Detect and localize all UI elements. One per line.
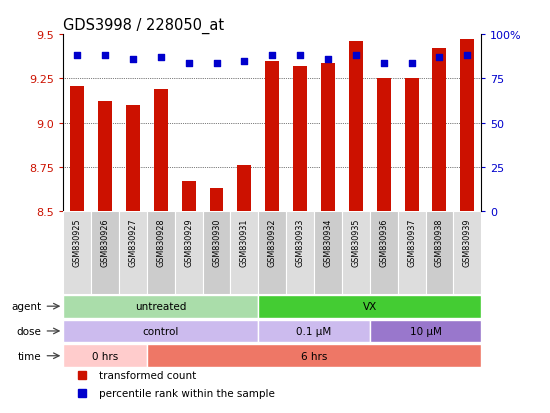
Point [212, 60, 221, 66]
Bar [377, 79, 390, 212]
Text: 6 hrs: 6 hrs [301, 351, 327, 361]
Text: dose: dose [16, 326, 41, 336]
Text: GSM830927: GSM830927 [128, 218, 138, 267]
Bar [63, 212, 91, 294]
Text: GSM830929: GSM830929 [184, 218, 193, 267]
Text: transformed count: transformed count [99, 370, 196, 380]
Bar [370, 212, 398, 294]
Bar [202, 212, 230, 294]
Text: GSM830939: GSM830939 [463, 218, 472, 267]
Text: GSM830936: GSM830936 [379, 218, 388, 266]
Bar [453, 212, 481, 294]
Bar [460, 40, 474, 212]
Bar [238, 166, 251, 212]
Bar [98, 102, 112, 212]
Text: GSM830932: GSM830932 [268, 218, 277, 267]
Point [101, 53, 109, 59]
Text: GDS3998 / 228050_at: GDS3998 / 228050_at [63, 18, 224, 34]
Bar [182, 182, 196, 212]
Text: time: time [18, 351, 41, 361]
Point [435, 55, 444, 62]
Text: untreated: untreated [135, 301, 186, 311]
Point [240, 58, 249, 65]
Text: GSM830926: GSM830926 [101, 218, 109, 267]
Bar [405, 79, 419, 212]
Text: GSM830933: GSM830933 [295, 218, 305, 266]
Text: 10 μM: 10 μM [410, 326, 442, 336]
Bar [293, 67, 307, 212]
Text: agent: agent [12, 301, 41, 311]
Text: GSM830930: GSM830930 [212, 218, 221, 266]
Bar [432, 49, 447, 212]
Text: GSM830935: GSM830935 [351, 218, 360, 267]
Text: VX: VX [362, 301, 377, 311]
Point [463, 53, 472, 59]
Bar [230, 212, 258, 294]
Text: GSM830937: GSM830937 [407, 218, 416, 267]
Bar [154, 90, 168, 212]
Bar [91, 212, 119, 294]
Text: 0.1 μM: 0.1 μM [296, 326, 332, 336]
Bar [70, 86, 84, 212]
Bar [398, 212, 426, 294]
Bar [119, 212, 147, 294]
Point [73, 53, 81, 59]
Point [379, 60, 388, 66]
Bar [286, 212, 314, 294]
Point [184, 60, 193, 66]
Bar [342, 212, 370, 294]
Bar [265, 62, 279, 212]
Bar [147, 212, 175, 294]
Text: GSM830934: GSM830934 [323, 218, 333, 266]
Bar [63, 295, 258, 318]
Bar [258, 212, 286, 294]
Text: GSM830925: GSM830925 [73, 218, 82, 267]
Bar [258, 320, 370, 342]
Point [156, 55, 165, 62]
Text: GSM830928: GSM830928 [156, 218, 166, 267]
Bar [63, 344, 147, 367]
Point [129, 57, 138, 63]
Point [323, 57, 332, 63]
Bar [175, 212, 202, 294]
Text: GSM830931: GSM830931 [240, 218, 249, 266]
Point [407, 60, 416, 66]
Text: control: control [142, 326, 179, 336]
Bar [349, 42, 363, 212]
Bar [426, 212, 453, 294]
Point [268, 53, 277, 59]
Bar [63, 320, 258, 342]
Text: percentile rank within the sample: percentile rank within the sample [99, 389, 274, 399]
Bar [370, 320, 481, 342]
Bar [147, 344, 481, 367]
Bar [314, 212, 342, 294]
Bar [126, 106, 140, 212]
Bar [321, 63, 335, 212]
Bar [258, 295, 481, 318]
Point [351, 53, 360, 59]
Text: GSM830938: GSM830938 [435, 218, 444, 266]
Bar [210, 189, 223, 212]
Text: 0 hrs: 0 hrs [92, 351, 118, 361]
Point [296, 53, 305, 59]
